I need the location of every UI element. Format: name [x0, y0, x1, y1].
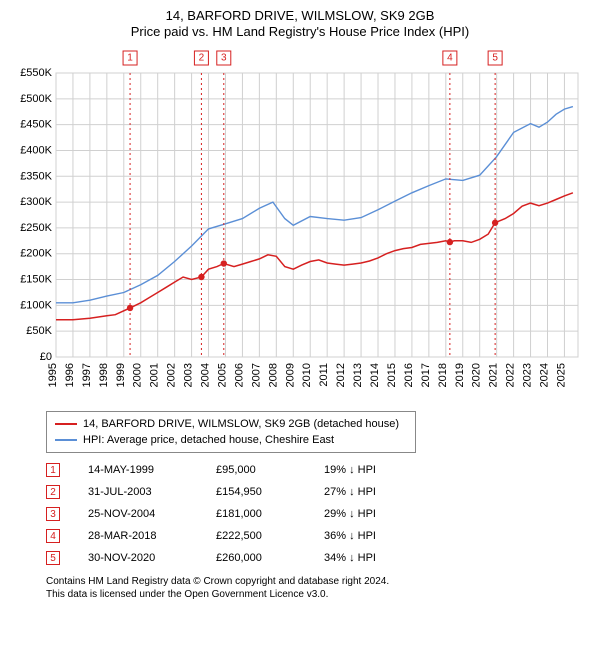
x-tick-label: 2002	[166, 363, 178, 387]
chart-svg: £0 £50K £100K £150K £200K £250K £300K £350K £400…	[10, 45, 590, 405]
chart-container: 14, BARFORD DRIVE, WILMSLOW, SK9 2GB Pri…	[0, 0, 600, 607]
sale-marker-num: 5	[492, 53, 498, 64]
sale-row-date: 31-JUL-2003	[88, 486, 198, 498]
x-tick-label: 2004	[200, 363, 212, 387]
sale-marker-dot	[198, 274, 204, 280]
x-tick-label: 2013	[352, 363, 364, 387]
sale-marker-dot	[492, 220, 498, 226]
x-tick-label: 2020	[471, 363, 483, 387]
sale-marker-num: 2	[199, 53, 205, 64]
x-tick-label: 2015	[386, 363, 398, 387]
y-tick-label: £450K	[20, 119, 52, 131]
sale-row-hpi: 29% ↓ HPI	[324, 508, 414, 520]
x-tick-label: 2024	[538, 363, 550, 387]
sale-row-marker: 5	[46, 551, 60, 565]
x-tick-label: 2019	[454, 363, 466, 387]
y-tick-label: £50K	[26, 325, 52, 337]
y-tick-label: £0	[40, 351, 52, 363]
sale-row-marker: 1	[46, 463, 60, 477]
title-block: 14, BARFORD DRIVE, WILMSLOW, SK9 2GB Pri…	[10, 8, 590, 39]
sale-row: 3 25-NOV-2004 £181,000 29% ↓ HPI	[46, 503, 590, 525]
legend-row: HPI: Average price, detached house, Ches…	[55, 432, 407, 448]
sale-marker-dot	[221, 260, 227, 266]
y-tick-label: £350K	[20, 170, 52, 182]
x-tick-label: 2010	[301, 363, 313, 387]
series-property	[56, 193, 573, 320]
sale-row-hpi: 36% ↓ HPI	[324, 530, 414, 542]
sale-row-date: 25-NOV-2004	[88, 508, 198, 520]
x-tick-label: 2025	[555, 363, 567, 387]
x-tick-label: 1995	[47, 363, 59, 387]
title-address: 14, BARFORD DRIVE, WILMSLOW, SK9 2GB	[10, 8, 590, 23]
sale-row-date: 14-MAY-1999	[88, 464, 198, 476]
x-tick-label: 2018	[437, 363, 449, 387]
sale-marker-dot	[127, 305, 133, 311]
sale-row: 4 28-MAR-2018 £222,500 36% ↓ HPI	[46, 525, 590, 547]
y-tick-label: £500K	[20, 93, 52, 105]
sale-marker-num: 1	[127, 53, 133, 64]
y-tick-label: £250K	[20, 222, 52, 234]
legend-swatch	[55, 439, 77, 441]
chart: £0 £50K £100K £150K £200K £250K £300K £350K £400…	[10, 45, 590, 405]
x-tick-label: 1997	[81, 363, 93, 387]
legend-swatch	[55, 423, 77, 425]
x-tick-label: 1999	[115, 363, 127, 387]
sale-row-date: 30-NOV-2020	[88, 552, 198, 564]
sale-row-hpi: 19% ↓ HPI	[324, 464, 414, 476]
footer-line-2: This data is licensed under the Open Gov…	[46, 588, 590, 601]
sale-row-marker: 4	[46, 529, 60, 543]
y-tick-label: £200K	[20, 248, 52, 260]
sale-row-marker: 3	[46, 507, 60, 521]
sale-row: 5 30-NOV-2020 £260,000 34% ↓ HPI	[46, 547, 590, 569]
x-tick-label: 2008	[267, 363, 279, 387]
legend-label: HPI: Average price, detached house, Ches…	[83, 432, 334, 448]
x-tick-label: 2022	[505, 363, 517, 387]
x-tick-label: 2009	[284, 363, 296, 387]
x-tick-label: 2001	[149, 363, 161, 387]
sale-row: 2 31-JUL-2003 £154,950 27% ↓ HPI	[46, 481, 590, 503]
legend-label: 14, BARFORD DRIVE, WILMSLOW, SK9 2GB (de…	[83, 416, 399, 432]
sale-row-price: £181,000	[216, 508, 306, 520]
x-tick-label: 2003	[183, 363, 195, 387]
sale-row-hpi: 34% ↓ HPI	[324, 552, 414, 564]
x-tick-label: 2012	[335, 363, 347, 387]
sale-row-date: 28-MAR-2018	[88, 530, 198, 542]
sale-row: 1 14-MAY-1999 £95,000 19% ↓ HPI	[46, 459, 590, 481]
x-tick-label: 2021	[488, 363, 500, 387]
y-tick-label: £550K	[20, 67, 52, 79]
sale-row-price: £95,000	[216, 464, 306, 476]
x-tick-label: 1998	[98, 363, 110, 387]
y-tick-label: £300K	[20, 196, 52, 208]
x-tick-label: 2023	[522, 363, 534, 387]
sale-row-price: £154,950	[216, 486, 306, 498]
sale-marker-num: 4	[447, 53, 453, 64]
x-tick-label: 2000	[132, 363, 144, 387]
x-tick-label: 2007	[250, 363, 262, 387]
legend: 14, BARFORD DRIVE, WILMSLOW, SK9 2GB (de…	[46, 411, 416, 453]
y-tick-label: £150K	[20, 274, 52, 286]
sale-row-marker: 2	[46, 485, 60, 499]
title-subtitle: Price paid vs. HM Land Registry's House …	[10, 24, 590, 39]
x-tick-label: 2011	[318, 363, 330, 387]
footer: Contains HM Land Registry data © Crown c…	[46, 575, 590, 601]
x-tick-label: 1996	[64, 363, 76, 387]
legend-row: 14, BARFORD DRIVE, WILMSLOW, SK9 2GB (de…	[55, 416, 407, 432]
x-tick-label: 2014	[369, 363, 381, 387]
sale-row-price: £260,000	[216, 552, 306, 564]
sale-marker-num: 3	[221, 53, 227, 64]
sale-row-price: £222,500	[216, 530, 306, 542]
x-tick-label: 2016	[403, 363, 415, 387]
sale-row-hpi: 27% ↓ HPI	[324, 486, 414, 498]
x-tick-label: 2017	[420, 363, 432, 387]
footer-line-1: Contains HM Land Registry data © Crown c…	[46, 575, 590, 588]
x-tick-label: 2006	[233, 363, 245, 387]
sale-table: 1 14-MAY-1999 £95,000 19% ↓ HPI 2 31-JUL-2003…	[46, 459, 590, 569]
sale-marker-dot	[447, 239, 453, 245]
y-tick-label: £400K	[20, 144, 52, 156]
x-tick-label: 2005	[216, 363, 228, 387]
y-tick-label: £100K	[20, 299, 52, 311]
